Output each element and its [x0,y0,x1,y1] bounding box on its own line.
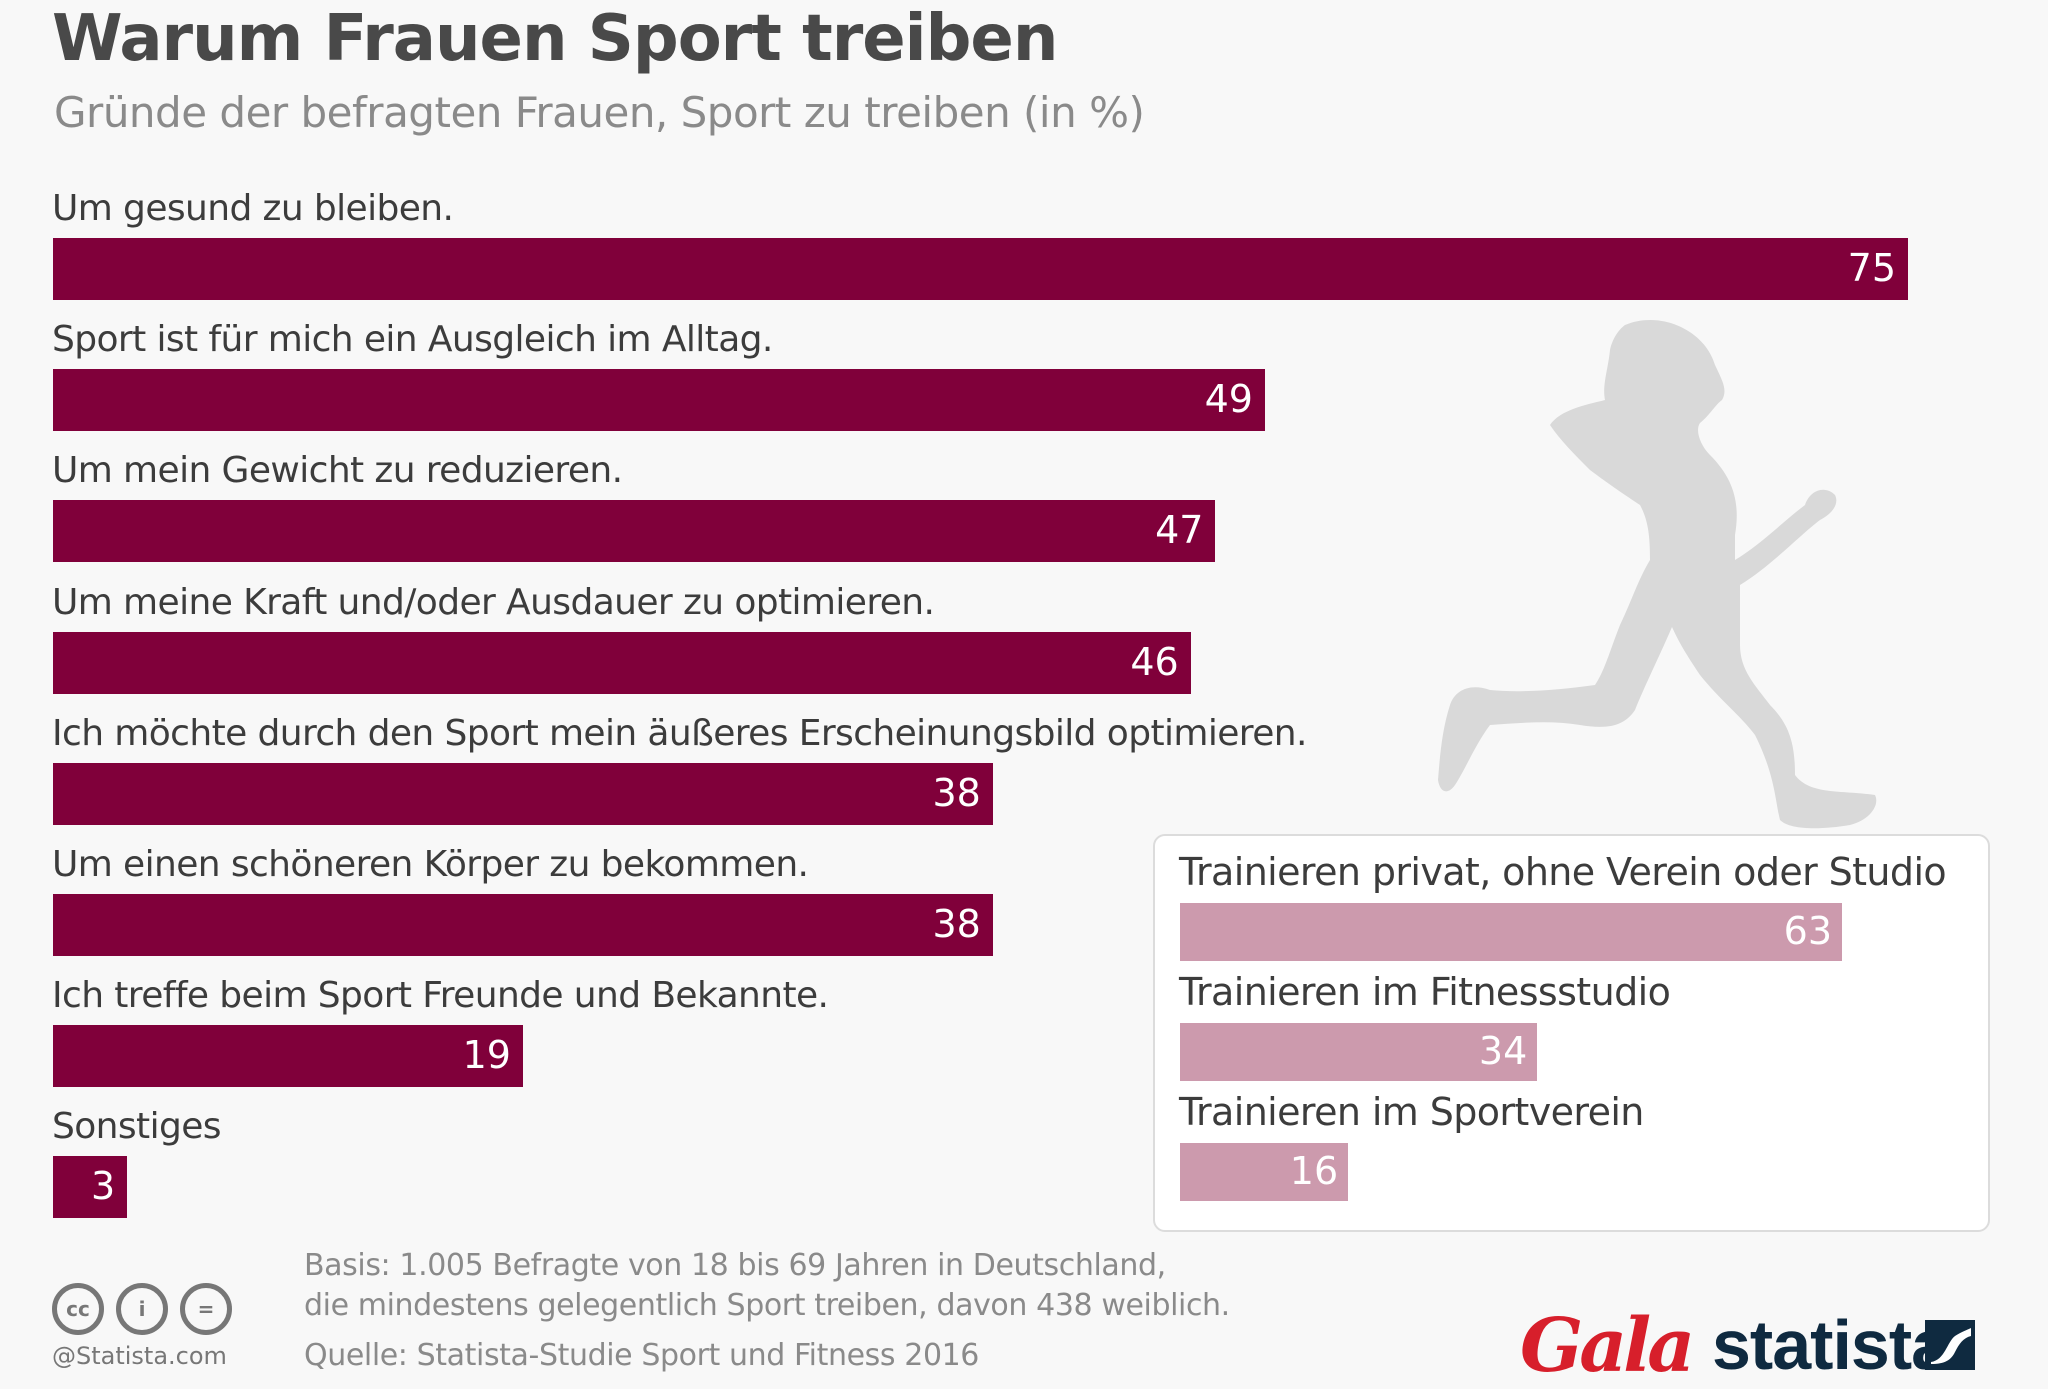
panel-bar-label: Trainieren im Fitnessstudio [1179,970,1671,1014]
running-woman-silhouette-icon [1438,319,1877,829]
bar-label: Sport ist für mich ein Ausgleich im Allt… [52,319,773,361]
no-derivatives-icon[interactable]: = [180,1283,232,1335]
panel-bar-value-label: 63 [1783,909,1832,953]
bar-label: Um mein Gewicht zu reduzieren. [52,450,623,492]
copyright-link[interactable]: @Statista.com [52,1342,227,1370]
panel-bar-label: Trainieren im Sportverein [1179,1090,1644,1134]
bar-label: Ich möchte durch den Sport mein äußeres … [52,712,1307,754]
by-attribution-icon[interactable]: i [116,1283,168,1335]
gala-logo[interactable]: Gala [1520,1303,1695,1389]
bar: 3 [53,1156,128,1219]
bar: 47 [53,500,1216,563]
bar-label: Um meine Kraft und/oder Ausdauer zu opti… [52,581,935,623]
basis-note-line2: die mindestens gelegentlich Sport treibe… [304,1288,1230,1323]
bar-value-label: 47 [1155,508,1204,553]
chart-subtitle: Gründe der befragten Frauen, Sport zu tr… [54,88,1145,137]
bar-value-label: 19 [462,1033,511,1078]
source-note: Quelle: Statista-Studie Sport und Fitnes… [304,1338,979,1373]
bar-value-label: 46 [1130,639,1179,684]
statista-logo-mark-icon [1925,1320,1975,1370]
bar-value-label: 49 [1204,377,1253,422]
bar-value-label: 3 [91,1164,116,1209]
bar-label: Ich treffe beim Sport Freunde und Bekann… [52,975,829,1017]
bar: 38 [53,762,993,825]
basis-note-line1: Basis: 1.005 Befragte von 18 bis 69 Jahr… [304,1248,1166,1283]
panel-bar: 34 [1180,1023,1538,1081]
bar: 49 [53,369,1265,432]
bar-label: Sonstiges [52,1106,222,1148]
bar: 46 [53,631,1191,694]
bar: 38 [53,894,993,956]
panel-bar-value-label: 16 [1289,1149,1339,1193]
bar-value-label: 75 [1847,246,1896,290]
statista-logo[interactable]: statista [1712,1306,1950,1384]
cc-icon[interactable]: cc [52,1283,104,1335]
bar: 19 [53,1025,523,1088]
bar-label: Um gesund zu bleiben. [52,188,454,229]
bar-value-label: 38 [932,902,981,946]
panel-bar-value-label: 34 [1478,1029,1528,1073]
chart-title: Warum Frauen Sport treiben [52,2,1058,76]
panel-bar: 16 [1180,1143,1349,1201]
panel-bar-label: Trainieren privat, ohne Verein oder Stud… [1179,850,1947,894]
bar-value-label: 38 [932,770,981,815]
bar: 75 [53,238,1908,300]
panel-bar: 63 [1180,903,1842,961]
bar-label: Um einen schöneren Körper zu bekommen. [52,844,809,885]
license-icons: cc i = [52,1283,232,1335]
